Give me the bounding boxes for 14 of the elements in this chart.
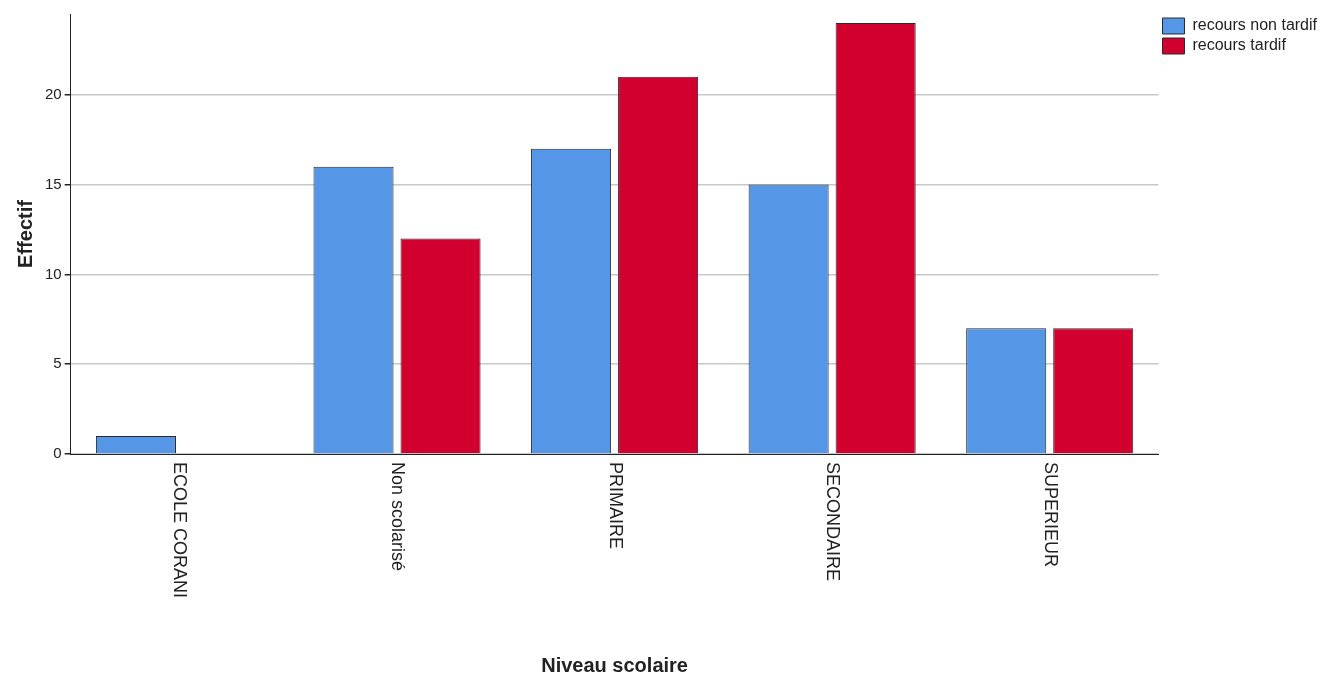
x-tick-label: SUPERIEUR — [1040, 462, 1061, 568]
x-tick-label: SECONDAIRE — [823, 462, 844, 582]
x-tick-label: Non scolarisé — [388, 462, 409, 572]
y-tick-label: 20 — [45, 84, 62, 102]
x-tick-label: PRIMAIRE — [605, 462, 626, 550]
legend-label: recours non tardif — [1192, 16, 1318, 34]
y-axis-title: Effectif — [13, 199, 36, 268]
y-tick-label: 0 — [53, 444, 62, 462]
y-tick-label: 10 — [45, 264, 62, 282]
x-tick-label: ECOLE CORANI — [170, 462, 191, 599]
x-axis-title: Niveau scolaire — [541, 653, 688, 676]
legend-label: recours tardif — [1192, 36, 1287, 54]
y-tick-label: 15 — [45, 174, 62, 192]
y-tick-label: 5 — [53, 354, 62, 372]
